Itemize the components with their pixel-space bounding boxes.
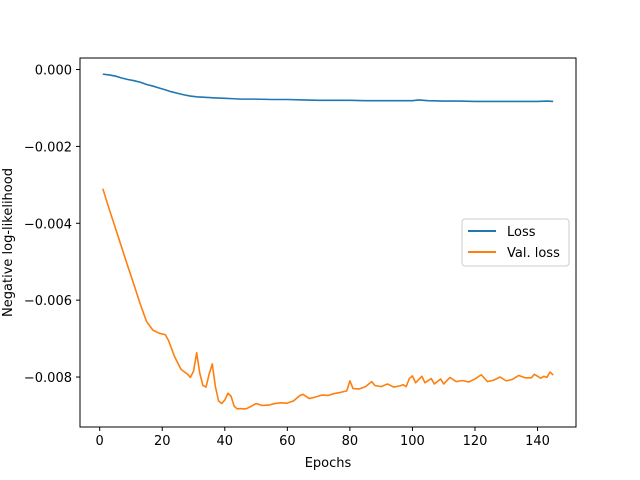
series-layer [102,73,554,410]
y-tick-label: −0.008 [24,371,72,386]
x-axis-label: Epochs [305,456,352,471]
x-tick-label: 120 [463,434,488,449]
legend-label-loss: Loss [507,225,536,240]
x-tick-label: 40 [217,434,234,449]
y-tick-label: −0.006 [24,294,72,309]
x-axis-ticks: 0 20 40 60 80 100 120 140 [96,427,550,449]
axes-frame [79,57,577,428]
series-line-val-loss [102,188,554,410]
x-tick-label: 100 [400,434,425,449]
legend-label-val-loss: Val. loss [507,246,560,261]
x-tick-label: 0 [96,434,104,449]
x-tick-label: 80 [342,434,359,449]
y-tick-label: 0.000 [35,64,72,79]
y-axis-label: Negative log-likelihood [1,168,16,317]
x-tick-label: 60 [279,434,296,449]
plot-area [79,57,577,428]
x-tick-label: 140 [525,434,550,449]
y-axis-ticks: 0.000 −0.002 −0.004 −0.006 −0.008 [24,64,80,386]
y-tick-label: −0.004 [24,217,72,232]
y-tick-label: −0.002 [24,140,72,155]
x-tick-label: 20 [154,434,171,449]
legend: Loss Val. loss [461,218,570,267]
series-line-loss [102,73,554,103]
